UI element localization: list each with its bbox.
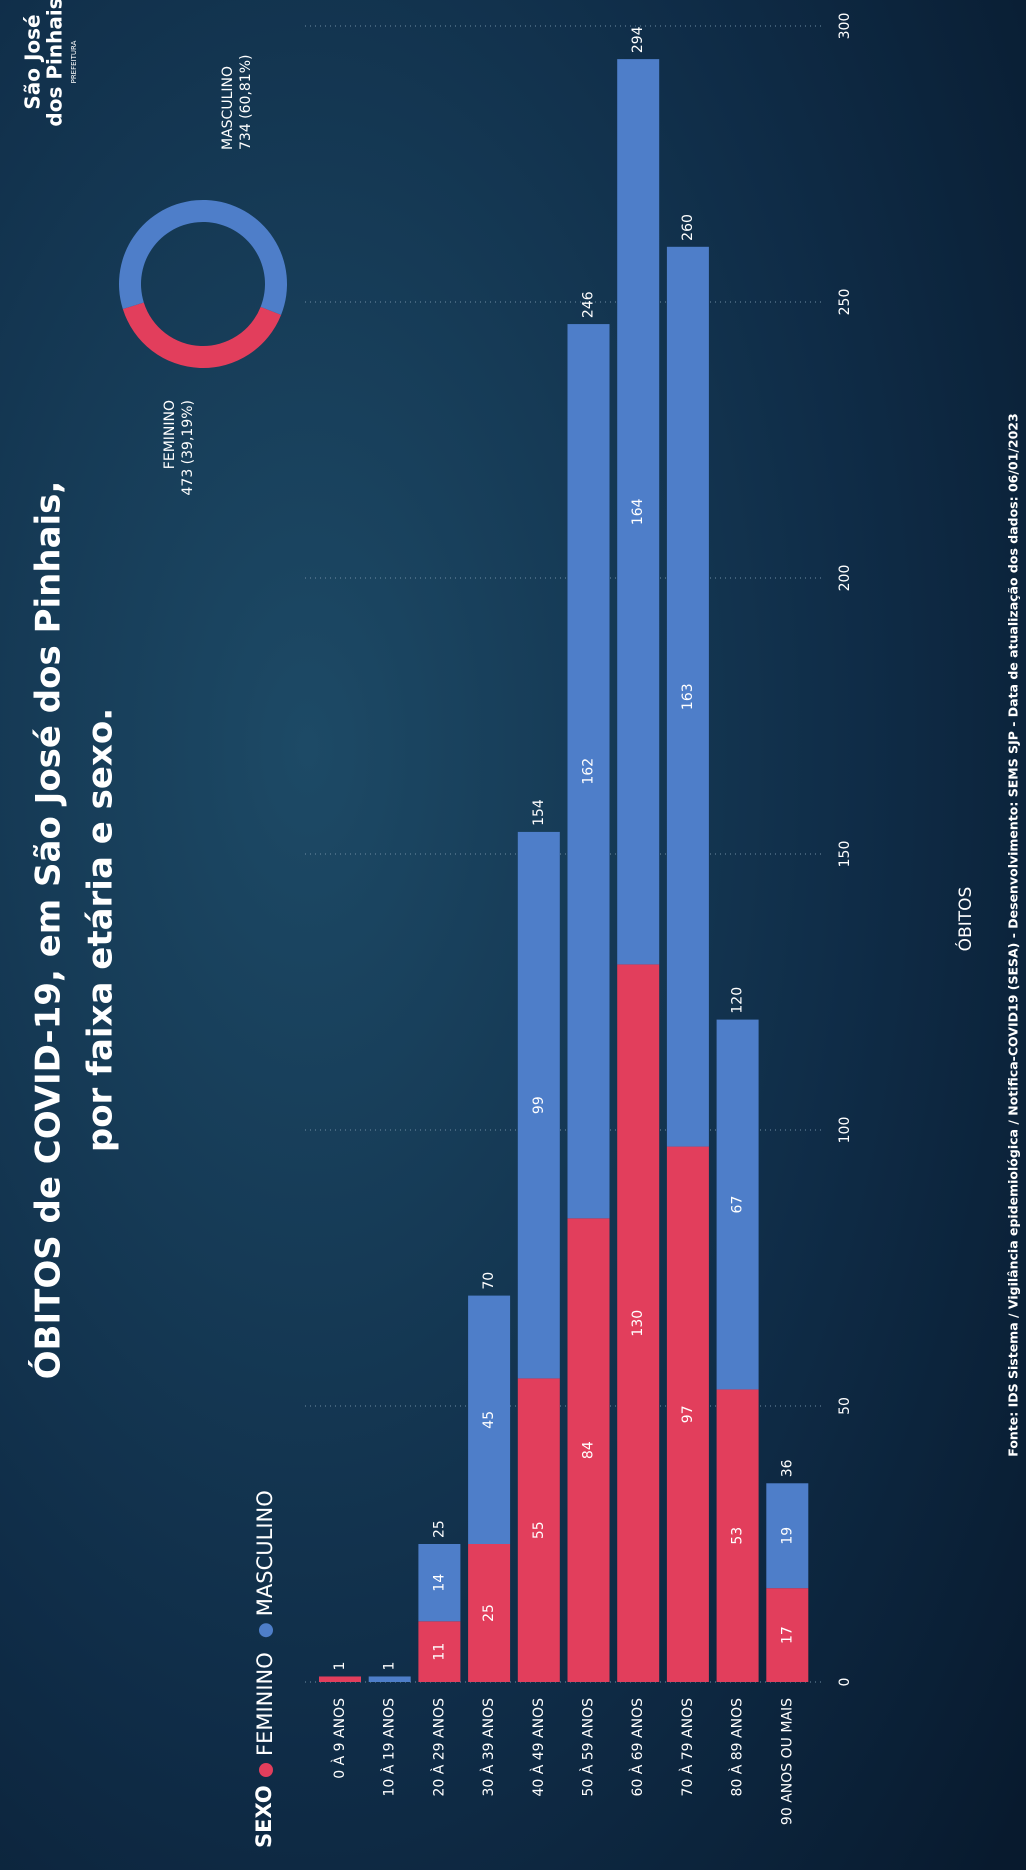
donut-label-name: FEMININO xyxy=(162,400,178,469)
legend-title: SEXO xyxy=(252,1785,276,1848)
y-tick-label: 40 À 49 ANOS xyxy=(530,1698,547,1797)
total-label: 1 xyxy=(332,1662,348,1671)
segment-label: 11 xyxy=(431,1643,447,1661)
legend-label: FEMININO xyxy=(253,1652,277,1756)
total-label: 154 xyxy=(531,799,547,826)
total-label: 36 xyxy=(779,1459,795,1477)
segment-label: 55 xyxy=(531,1521,547,1539)
bar-segment xyxy=(418,1621,461,1682)
total-label: 25 xyxy=(431,1520,447,1538)
segment-label: 53 xyxy=(730,1527,746,1545)
bar-segment xyxy=(517,1378,560,1682)
total-label: 246 xyxy=(581,291,597,318)
bar-segment xyxy=(617,59,660,965)
segment-label: 14 xyxy=(431,1574,447,1592)
bar-segment xyxy=(319,1676,361,1682)
total-label: 70 xyxy=(481,1272,497,1290)
donut-label-value: 734 (60,81%) xyxy=(238,55,254,150)
segment-label: 164 xyxy=(630,498,646,525)
segment-label: 99 xyxy=(531,1096,547,1114)
logo-sub: PREFEITURA xyxy=(70,40,78,83)
logo-line: dos Pinhais xyxy=(43,0,67,127)
segment-label: 17 xyxy=(779,1626,795,1644)
bar-segment xyxy=(468,1295,511,1544)
x-axis-title: ÓBITOS xyxy=(954,887,976,952)
x-tick-label: 300 xyxy=(837,13,853,40)
total-label: 1 xyxy=(382,1662,398,1671)
legend-marker xyxy=(259,1623,273,1638)
y-tick-label: 0 À 9 ANOS xyxy=(331,1698,348,1779)
segment-label: 130 xyxy=(630,1310,646,1337)
legend-marker xyxy=(259,1763,273,1777)
x-tick-label: 50 xyxy=(837,1397,853,1415)
bar-segment xyxy=(766,1483,809,1589)
y-tick-label: 50 À 59 ANOS xyxy=(580,1698,597,1797)
x-tick-label: 0 xyxy=(837,1678,853,1687)
bar-segment xyxy=(766,1588,809,1682)
segment-label: 25 xyxy=(481,1604,497,1622)
bar-segment xyxy=(617,964,660,1682)
y-tick-label: 70 À 79 ANOS xyxy=(679,1698,696,1797)
segment-label: 45 xyxy=(481,1411,497,1429)
bar-segment xyxy=(716,1019,759,1390)
y-tick-label: 10 À 19 ANOS xyxy=(381,1698,398,1797)
donut-slice xyxy=(119,199,287,315)
footer: Fonte: IDS Sistema / Vigilância epidemio… xyxy=(1006,413,1021,1456)
logo-line: São José xyxy=(21,14,45,109)
chart-subtitle: por faixa etária e sexo. xyxy=(81,708,121,1152)
bar-segment xyxy=(567,1218,610,1682)
chart-title: ÓBITOS de COVID-19, em São José dos Pinh… xyxy=(28,481,69,1380)
bar-segment xyxy=(418,1544,461,1622)
bar-segment xyxy=(666,1146,709,1682)
total-label: 260 xyxy=(680,214,696,241)
segment-label: 97 xyxy=(680,1405,696,1423)
donut-label-value: 473 (39,19%) xyxy=(180,400,196,495)
segment-label: 19 xyxy=(779,1527,795,1545)
x-tick-label: 100 xyxy=(837,1117,853,1144)
segment-label: 162 xyxy=(581,758,597,785)
donut-label-name: MASCULINO xyxy=(220,66,236,150)
legend-label: MASCULINO xyxy=(253,1490,277,1616)
segment-label: 84 xyxy=(581,1441,597,1459)
segment-label: 67 xyxy=(730,1196,746,1214)
y-tick-label: 30 À 39 ANOS xyxy=(480,1698,497,1797)
total-label: 294 xyxy=(630,26,646,53)
donut-slice xyxy=(122,302,282,368)
x-tick-label: 250 xyxy=(837,289,853,316)
y-tick-label: 90 ANOS OU MAIS xyxy=(779,1698,795,1825)
y-tick-label: 80 À 89 ANOS xyxy=(729,1698,746,1797)
bar-segment xyxy=(666,246,709,1147)
bar-segment xyxy=(716,1389,759,1682)
y-tick-label: 60 À 69 ANOS xyxy=(629,1698,646,1797)
bar-segment xyxy=(517,831,560,1379)
segment-label: 163 xyxy=(680,683,696,710)
x-tick-label: 150 xyxy=(837,841,853,868)
total-label: 120 xyxy=(730,987,746,1014)
y-tick-label: 20 À 29 ANOS xyxy=(430,1698,447,1797)
bar-segment xyxy=(368,1676,411,1682)
rotated-canvas: ÓBITOS de COVID-19, em São José dos Pinh… xyxy=(21,0,1021,1848)
x-tick-label: 200 xyxy=(837,565,853,592)
bar-segment xyxy=(567,324,610,1219)
bar-segment xyxy=(468,1544,511,1682)
